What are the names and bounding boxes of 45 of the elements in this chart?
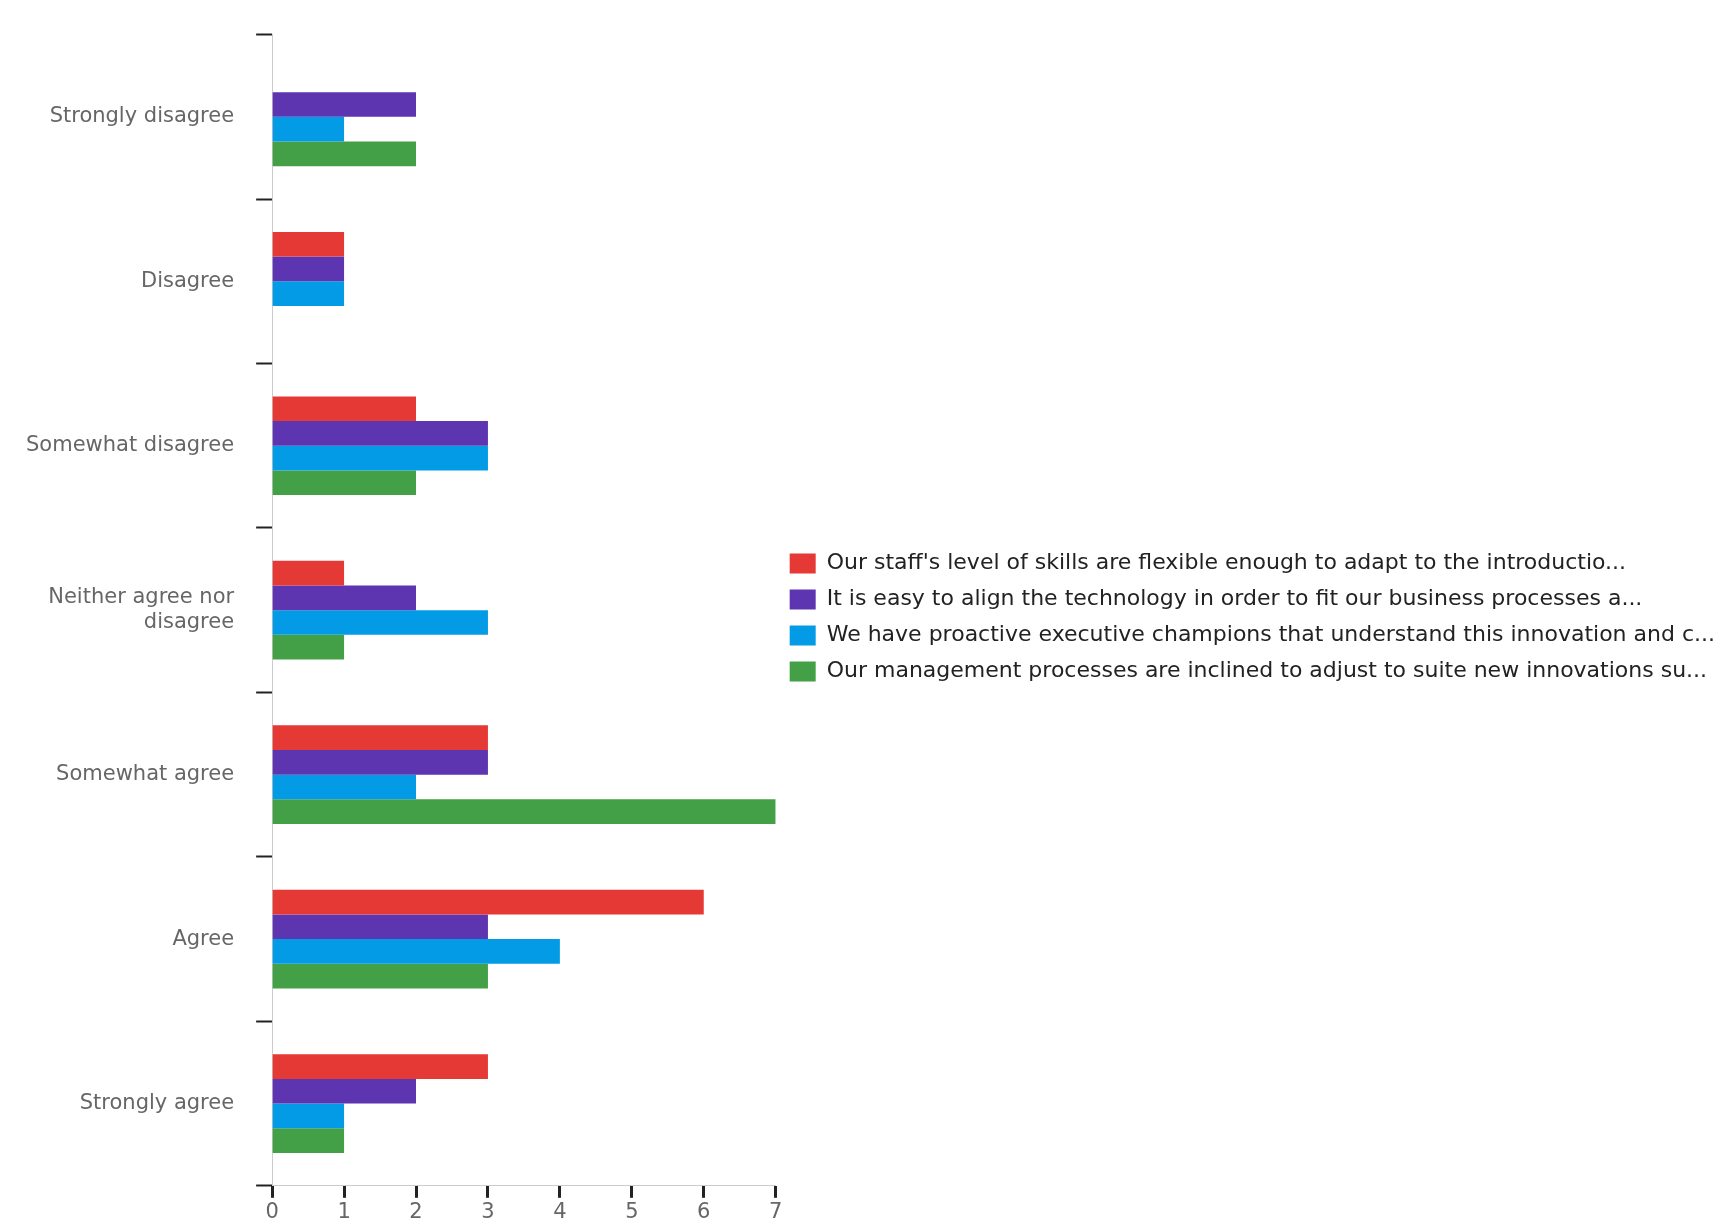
bar xyxy=(272,231,345,257)
bar xyxy=(272,1128,345,1153)
bar xyxy=(272,421,488,446)
x-tick-label: 4 xyxy=(553,1198,567,1223)
y-tick-label: Strongly agree xyxy=(79,1090,235,1115)
bar xyxy=(272,116,345,142)
bar xyxy=(272,92,417,117)
x-tick-label: 7 xyxy=(769,1198,783,1223)
legend-label: Our management processes are inclined to adjust to suite new innovations su... xyxy=(826,657,1708,683)
bar xyxy=(272,774,417,800)
x-tick-label: 1 xyxy=(337,1198,351,1223)
x-tick-label: 3 xyxy=(481,1198,495,1223)
bar xyxy=(272,610,488,635)
bar xyxy=(272,396,417,422)
bar xyxy=(272,560,345,586)
y-tick-label: Neither agree nor disagree xyxy=(48,584,235,634)
bar xyxy=(272,470,417,496)
y-tick-label: Strongly disagree xyxy=(49,103,235,128)
bar xyxy=(272,1103,345,1129)
bar xyxy=(272,889,704,915)
bar xyxy=(272,141,417,167)
y-tick-label: Somewhat agree xyxy=(56,761,235,786)
bar xyxy=(272,799,776,824)
legend-label: We have proactive executive champions that understand this innovation and c... xyxy=(826,621,1716,647)
bar xyxy=(272,445,488,471)
bar xyxy=(272,914,488,940)
legend-label: It is easy to align the technology in order to fit our business processes a... xyxy=(826,585,1643,611)
bar xyxy=(272,749,488,775)
bar xyxy=(272,1054,488,1079)
y-tick-label: Agree xyxy=(172,925,235,950)
x-tick-label: 2 xyxy=(409,1198,423,1223)
x-tick-label: 0 xyxy=(265,1198,279,1223)
y-tick-label: Disagree xyxy=(140,267,235,292)
x-tick-label: 6 xyxy=(697,1198,711,1223)
x-tick-label: 5 xyxy=(625,1198,639,1223)
bar xyxy=(272,1078,417,1104)
bar xyxy=(272,634,345,660)
bar xyxy=(272,725,488,750)
bar xyxy=(272,939,560,964)
bar xyxy=(272,281,345,306)
bar xyxy=(272,585,417,611)
y-tick-label: Somewhat disagree xyxy=(25,432,235,457)
bar xyxy=(272,963,488,989)
bar xyxy=(272,256,345,282)
legend-label: Our staff's level of skills are flexible enough to adapt to the introductio... xyxy=(826,549,1627,575)
